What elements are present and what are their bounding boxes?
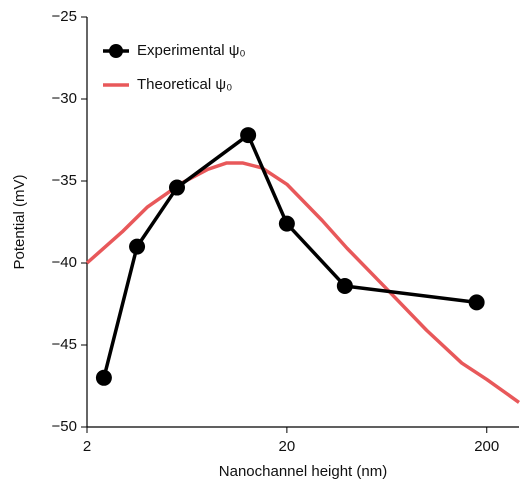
data-point bbox=[278, 215, 295, 232]
data-point bbox=[336, 277, 353, 294]
series-line bbox=[102, 133, 477, 379]
y-tick-label: −35 bbox=[52, 172, 77, 189]
legend-marker bbox=[109, 44, 123, 58]
data-point bbox=[240, 127, 257, 144]
data-point bbox=[168, 179, 185, 196]
legend-label: Experimental ψ₀ bbox=[137, 42, 246, 59]
y-tick-label: −50 bbox=[52, 418, 77, 435]
data-point bbox=[468, 294, 485, 311]
data-point bbox=[95, 369, 112, 386]
y-tick-label: −45 bbox=[52, 336, 77, 353]
y-tick-label: −30 bbox=[52, 90, 77, 107]
series-line bbox=[85, 161, 520, 404]
y-tick-label: −25 bbox=[52, 8, 77, 25]
x-axis-label: Nanochannel height (nm) bbox=[219, 463, 387, 480]
x-tick-label: 2 bbox=[83, 438, 91, 455]
data-point bbox=[129, 238, 146, 255]
x-tick-label: 20 bbox=[279, 438, 296, 455]
y-axis-label: Potential (mV) bbox=[11, 174, 28, 269]
x-tick-label: 200 bbox=[474, 438, 499, 455]
legend-label: Theoretical ψ₀ bbox=[137, 76, 232, 93]
y-tick-label: −40 bbox=[52, 254, 77, 271]
